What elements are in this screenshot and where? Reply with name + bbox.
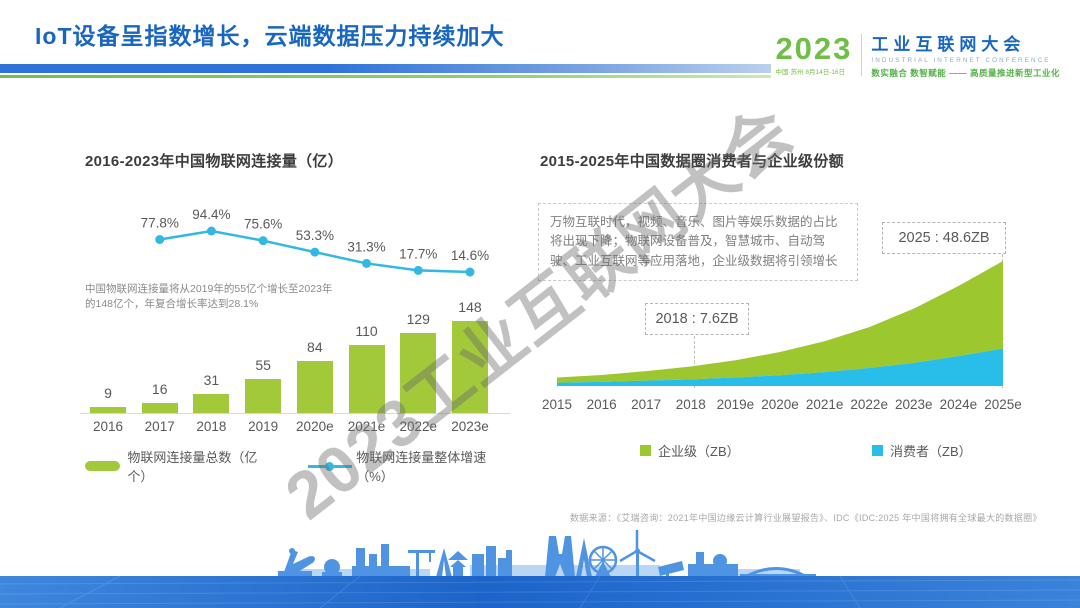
legend-item-enterprise: 企业级（ZB） [640, 441, 740, 460]
band-mesh-icon [0, 575, 1080, 608]
consumer-swatch-icon [872, 445, 883, 456]
x-tick-label: 2021e [347, 419, 386, 434]
iot-plot-area: 77.8% 94.4% 75.6% 53.3% 31.3% 17.7% 14.6% 中国物联… [80, 185, 512, 440]
x-tick-label: 2023e [451, 419, 489, 434]
bar-value-label: 110 [355, 323, 378, 339]
logo-slogan: 数实融合 数智赋能 —— 高质量推进新型工业化 [871, 68, 1060, 78]
legend-label-enterprise: 企业级（ZB） [658, 444, 740, 459]
datasphere-note-box: 万物互联时代，视频、音乐、图片等娱乐数据的占比将出现下降；物联网设备普及，智慧城… [538, 203, 858, 282]
bar-swatch-icon [85, 461, 121, 471]
header-rule-green [0, 75, 1080, 78]
enterprise-swatch-icon [640, 445, 651, 456]
callout-2025: 2025 : 48.6ZB [882, 222, 1006, 254]
x-tick-label: 2018 [196, 419, 227, 434]
bar-2023e [451, 321, 488, 413]
iot-note: 中国物联网连接量将从2019年的55亿个增长至2023年的148亿个，年复合增长… [85, 283, 333, 311]
bar-2019 [245, 379, 282, 413]
legend-label-growth: 物联网连接量整体增速（%） [356, 450, 487, 484]
svg-text:77.8%: 77.8% [141, 216, 179, 231]
bar-2017 [141, 403, 178, 413]
x-tick-label: 2015 [541, 397, 573, 412]
svg-text:53.3%: 53.3% [296, 228, 334, 243]
x-tick-label: 2019 [248, 419, 279, 434]
bar-value-label: 16 [151, 381, 168, 397]
iot-growth-line: 77.8% 94.4% 75.6% 53.3% 31.3% 17.7% 14.6% [141, 207, 489, 277]
legend-label-consumer: 消费者（ZB） [890, 444, 972, 459]
datasphere-chart-title: 2015-2025年中国数据圈消费者与企业级份额 [540, 153, 844, 170]
x-tick-label: 2018 [675, 397, 706, 412]
x-tick-label: 2023e [895, 397, 933, 412]
logo-year-block: 2023 中国·苏州 8月14日-16日 [775, 30, 853, 76]
bar-2020e [296, 361, 333, 413]
header-rule-blue [0, 64, 1080, 73]
logo-title-cn: 工业互联网大会 [871, 35, 1026, 54]
legend-item-consumer: 消费者（ZB） [872, 441, 972, 460]
datasphere-area-plot [557, 261, 1003, 386]
bar-value-label: 55 [255, 357, 271, 373]
bar-2022e [400, 333, 437, 413]
x-tick-label: 2019e [716, 397, 755, 412]
x-tick-label: 2024e [939, 397, 978, 412]
svg-text:14.6%: 14.6% [451, 248, 489, 263]
callout-2018: 2018 : 7.6ZB [645, 303, 749, 335]
iot-legend: 物联网连接量总数（亿个） 物联网连接量整体增速（%） [85, 447, 512, 485]
logo-year: 2023 [775, 30, 853, 66]
line-swatch-icon [308, 461, 353, 472]
bar-value-label: 9 [104, 385, 112, 401]
svg-text:94.4%: 94.4% [192, 207, 230, 222]
x-tick-label: 2025e [984, 397, 1022, 412]
bar-value-label: 31 [203, 372, 220, 388]
conference-logo: 2023 中国·苏州 8月14日-16日 工业互联网大会 INDUSTRIAL … [771, 28, 1064, 81]
legend-item-growth: 物联网连接量整体增速（%） [308, 447, 512, 485]
logo-title-en: INDUSTRIAL INTERNET CONFERENCE [871, 57, 1051, 64]
bar-value-label: 84 [307, 339, 323, 355]
bar-value-label: 148 [458, 299, 482, 315]
iot-x-axis [80, 413, 510, 414]
bar-2016 [90, 407, 126, 413]
city-skyline-graphic [0, 530, 1080, 608]
x-tick-label: 2017 [631, 397, 662, 412]
x-tick-label: 2021e [805, 397, 844, 412]
bar-2018 [193, 394, 230, 413]
x-tick-label: 2020e [296, 419, 334, 434]
page-title: IoT设备呈指数增长，云端数据压力持续加大 [35, 23, 505, 49]
x-tick-label: 2022e [399, 419, 438, 434]
data-source-note: 数据来源：《艾瑞咨询：2021年中国边缘云计算行业展望报告》、IDC《IDC:2… [570, 513, 1042, 523]
logo-venue-date: 中国·苏州 8月14日-16日 [775, 68, 846, 76]
skyline-shapes-icon [278, 530, 816, 579]
logo-divider [861, 33, 863, 76]
x-tick-label: 2016 [92, 419, 124, 434]
bar-2021e [348, 345, 385, 413]
logo-name-block: 工业互联网大会 INDUSTRIAL INTERNET CONFERENCE 数… [871, 30, 1060, 79]
svg-text:31.3%: 31.3% [347, 239, 385, 254]
x-tick-label: 2017 [144, 419, 175, 434]
iot-connections-chart: 2016-2023年中国物联网连接量（亿） 77.8% 94.4% 75.6% 53.… [80, 145, 512, 484]
x-tick-label: 2020e [761, 397, 799, 412]
x-tick-label: 2022e [850, 397, 888, 412]
svg-text:17.7%: 17.7% [399, 246, 437, 261]
svg-text:75.6%: 75.6% [244, 217, 282, 232]
x-tick-label: 2016 [586, 397, 617, 412]
datasphere-chart: 2015-2025年中国数据圈消费者与企业级份额 万物互联时代，视频、音乐、图片… [538, 145, 1022, 480]
callout-2018-leader-line [694, 336, 695, 388]
iot-chart-title: 2016-2023年中国物联网连接量（亿） [85, 153, 344, 170]
bar-value-label: 129 [406, 311, 430, 327]
legend-item-connections: 物联网连接量总数（亿个） [85, 447, 272, 485]
legend-label-connections: 物联网连接量总数（亿个） [127, 450, 258, 484]
